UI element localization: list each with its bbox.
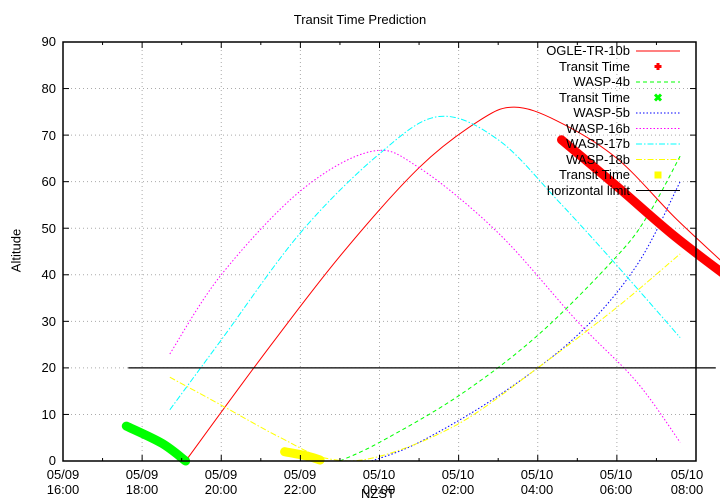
x-tick: 05/09 18:00 — [125, 467, 159, 497]
y-tick: 80 — [41, 81, 56, 96]
x-tick: 05/09 16:00 — [46, 467, 80, 497]
chart-title: Transit Time Prediction — [293, 12, 427, 27]
x-tick: 05/10 06:00 — [599, 467, 633, 497]
x-tick: 05/10 02:00 — [441, 467, 475, 497]
y-tick: 0 — [48, 453, 56, 468]
axis-ticks — [63, 42, 696, 461]
y-axis-label: Altitude — [8, 228, 24, 273]
y-tick: 10 — [41, 407, 56, 422]
y-tick: 60 — [41, 174, 56, 189]
y-tick: 40 — [41, 267, 56, 282]
y-tick: 70 — [41, 128, 56, 143]
y-tick: 50 — [41, 221, 56, 236]
x-axis-label: NZST — [361, 486, 395, 501]
legend-samples — [636, 50, 680, 191]
data-series — [121, 106, 720, 466]
x-tick: 05/10 04:00 — [520, 467, 554, 497]
y-tick: 20 — [41, 360, 56, 375]
y-tick: 90 — [41, 34, 56, 49]
x-tick: 05/10 08:00 — [670, 467, 704, 497]
y-tick: 30 — [41, 314, 56, 329]
x-tick: 05/09 20:00 — [204, 467, 238, 497]
x-tick: 05/10 00:00 — [362, 467, 396, 497]
x-tick: 05/09 22:00 — [283, 467, 317, 497]
